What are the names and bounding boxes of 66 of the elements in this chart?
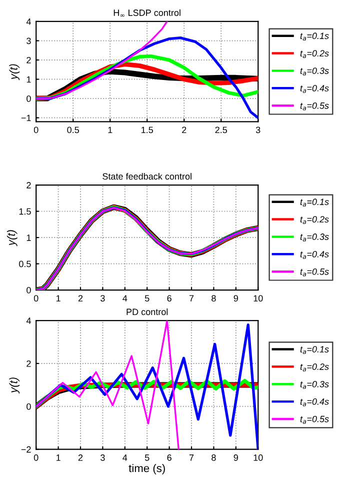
legend-label: t$_{a}$=0.3s — [300, 380, 329, 389]
x-tick-label: 4 — [122, 454, 128, 461]
legend-label: t$_{a}$=0.2s — [300, 216, 329, 224]
y-tick-label: 1.5 — [19, 208, 31, 215]
y-tick-label: −1 — [21, 114, 31, 122]
y-tick-label: −2 — [21, 446, 31, 453]
x-tick-label: 10 — [254, 454, 263, 461]
text: t$_{a}$=0.1s — [300, 346, 329, 354]
x-tick-label: 8 — [212, 295, 216, 302]
y-tick-label: 0 — [26, 403, 31, 410]
x-tick-label: 5 — [144, 295, 150, 302]
y-tick-label: 2 — [26, 182, 31, 188]
x-tick-label: 4 — [122, 295, 128, 302]
x-tick-label: 0 — [34, 454, 38, 461]
y-tick-label: 2 — [26, 360, 31, 367]
legend-label: t$_{a}$=0.4s — [300, 398, 329, 406]
x-tick-label: 5 — [144, 454, 150, 461]
text: t$_{a}$=0.1s — [300, 198, 329, 207]
x-tick-label: 1.5 — [142, 126, 154, 134]
y-axis-title: y(t) — [9, 378, 20, 394]
x-tick-label: 2 — [78, 454, 83, 461]
chart-title: State feedback control — [102, 172, 192, 180]
legend-label: t$_{a}$=0.4s — [300, 85, 329, 93]
chart-title: H$_{∞}$ LSDP control — [114, 9, 180, 17]
x-tick-label: 0 — [34, 295, 38, 302]
y-tick-label: 0 — [26, 95, 31, 102]
y-tick-label: 0 — [26, 286, 31, 294]
y-tick-label: 3 — [26, 38, 31, 44]
legend-label: t$_{a}$=0.4s — [300, 251, 329, 259]
y-axis-title: y(t) — [6, 230, 18, 246]
y-tick-label: 0.5 — [19, 260, 31, 268]
x-tick-label: 3 — [256, 126, 260, 134]
legend-label: t$_{a}$=0.2s — [300, 50, 329, 58]
x-tick-label: 0 — [34, 126, 38, 134]
y-tick-label: 4 — [26, 18, 31, 25]
x-tick-label: 10 — [254, 295, 263, 302]
x-tick-label: 2 — [78, 295, 83, 302]
y-tick-label: 1 — [26, 234, 31, 241]
x-tick-label: 8 — [212, 454, 216, 461]
x-tick-label: 1 — [108, 126, 112, 134]
x-tick-label: 2 — [182, 126, 186, 134]
x-tick-label: 6 — [167, 295, 172, 302]
legend-label: t$_{a}$=0.5s — [300, 102, 329, 110]
x-tick-label: 1 — [56, 295, 60, 302]
legend-label: t$_{a}$=0.1s — [300, 32, 329, 41]
x-tick-label: 3 — [100, 454, 105, 461]
x-tick-label: 1 — [56, 454, 60, 461]
x-tick-label: 3 — [100, 295, 105, 302]
chart-title: PD control — [126, 308, 168, 316]
x-tick-label: 2.5 — [215, 126, 228, 134]
y-tick-label: 4 — [26, 318, 31, 324]
y-tick-label: 2 — [26, 56, 31, 64]
x-tick-label: 7 — [189, 295, 194, 302]
x-axis-title: time (s) — [128, 464, 165, 474]
x-tick-label: 0.5 — [67, 126, 79, 134]
legend-label: t$_{a}$=0.5s — [300, 268, 329, 276]
y-tick-label: 1 — [26, 76, 31, 83]
legend-label: t$_{a}$=0.3s — [300, 68, 329, 76]
x-tick-label: 9 — [234, 295, 238, 302]
x-tick-label: 6 — [167, 454, 172, 461]
text: t$_{a}$=0.2s — [300, 364, 329, 372]
legend-label: t$_{a}$=0.3s — [300, 234, 329, 242]
x-tick-label: 7 — [189, 454, 194, 461]
y-axis-title: y(t) — [9, 64, 20, 80]
x-tick-label: 9 — [234, 454, 238, 461]
legend-label: t$_{a}$=0.5s — [300, 416, 329, 424]
